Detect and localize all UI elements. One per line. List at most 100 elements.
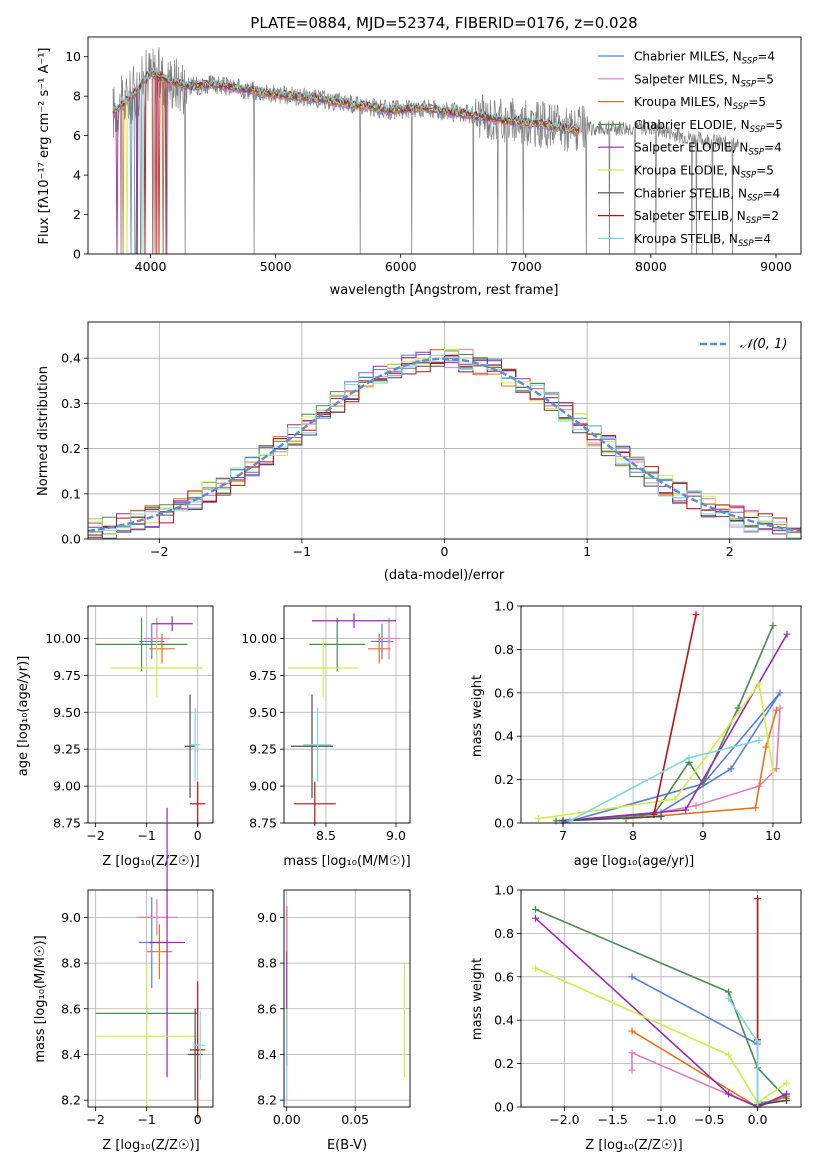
histogram-plot-area [87, 348, 802, 540]
mass-weight-point [531, 914, 539, 922]
x-tick-label: −1.0 [646, 1112, 676, 1127]
legend-label: Chabrier MILES, NSSP=4 [634, 50, 775, 67]
axes-frame [283, 889, 411, 1108]
mass-weight-point [628, 1066, 636, 1074]
mass-weight-series-line [569, 739, 760, 822]
normal-curve-line [87, 357, 802, 533]
histogram-y-label: Normed distribution [36, 366, 51, 496]
y-tick-label: 9.75 [53, 668, 81, 683]
y-tick-label: 10.00 [241, 631, 277, 646]
mass-weight-point [628, 1027, 636, 1035]
residual-histogram-step [88, 350, 801, 539]
x-tick-label: −2 [150, 544, 168, 559]
y-tick-label: 10.00 [45, 631, 81, 646]
x-tick-label: −2.0 [549, 1112, 579, 1127]
y-tick-label: 9.25 [249, 742, 277, 757]
y-tick-label: 8.6 [257, 1001, 277, 1016]
y-tick-label: 0.4 [494, 729, 514, 744]
mass-weight-series-line [727, 998, 759, 1107]
spectrum-x-label: wavelength [Angstrom, rest frame] [330, 283, 559, 298]
y-tick-label: 0.1 [61, 486, 81, 501]
y-tick-label: 2 [73, 207, 81, 222]
axes-frame [87, 605, 214, 824]
x-tick-label: 6000 [385, 259, 417, 274]
y-tick-label: 9.50 [249, 705, 277, 720]
y-tick-label: 8.2 [257, 1093, 277, 1108]
histogram-x-label: (data-model)/error [384, 568, 505, 583]
mass-weight-point [650, 810, 658, 818]
figure-title: PLATE=0884, MJD=52374, FIBERID=0176, z=0… [250, 14, 637, 32]
y-tick-label: 8.6 [61, 1001, 81, 1016]
mass-weight-series-line [562, 633, 788, 822]
y-tick-label: 6 [73, 128, 81, 143]
y-tick-label: 0.0 [494, 816, 514, 831]
mass-weight-series-line [538, 682, 774, 820]
normal-curve-legend-label: 𝒩(0, 1) [740, 337, 787, 352]
model-spectrum-line [112, 68, 580, 254]
mass-weight-series-line [535, 967, 787, 1104]
residual-histogram-panel: −2 −1 0 1 2 0.0 0.1 0.2 0.3 0.4 (data-model)/erro… [36, 321, 802, 583]
mass-weight-point [628, 973, 636, 981]
mass-weight-series-line [555, 625, 774, 822]
age-vs-metallicity-y-label: age [log₁₀(age/yr)] [16, 656, 31, 777]
age-vs-metallicity-panel: −2 −1 0 8.75 9.00 9.25 9.50 9.75 10.00 Z [log₁₀(… [16, 605, 214, 869]
mass-weight-point [783, 630, 791, 638]
mass-weight-point [531, 964, 539, 972]
y-tick-label: 9.0 [61, 910, 81, 925]
y-tick-label: 8 [73, 89, 81, 104]
age-vs-mass-x-label: mass [log₁₀(M/M☉)] [283, 854, 410, 869]
y-tick-label: 8.8 [61, 956, 81, 971]
legend-label: Chabrier ELODIE, NSSP=5 [634, 118, 783, 135]
mass-weight-point [692, 802, 700, 810]
mass-weight-point [769, 767, 777, 775]
x-tick-label: 8000 [635, 259, 667, 274]
mass-weight-point [725, 1051, 733, 1059]
mass-weight-point [783, 1079, 791, 1087]
mass-weight-series-line [562, 692, 781, 824]
y-tick-label: 0.8 [494, 926, 514, 941]
weight-vs-metallicity-y-label: mass weight [470, 958, 485, 1040]
legend-label: Salpeter ELODIE, NSSP=4 [634, 141, 782, 158]
y-tick-label: 8.2 [61, 1093, 81, 1108]
mass-weight-point [685, 754, 693, 762]
spectrum-panel: 4000 5000 6000 7000 8000 9000 0 2 4 6 8 10 waveleng… [37, 36, 802, 298]
y-tick-label: 0 [73, 247, 81, 262]
y-tick-label: 0.0 [494, 1100, 514, 1115]
mass-weight-point [783, 1090, 791, 1098]
y-tick-label: 9.0 [257, 910, 277, 925]
y-tick-label: 8.75 [249, 816, 277, 831]
mass-weight-series-line [535, 908, 788, 1099]
x-tick-label: 4000 [135, 259, 167, 274]
x-tick-label: 0.05 [341, 1112, 369, 1127]
mass-vs-ebv-x-label: E(B-V) [327, 1138, 367, 1153]
spectrum-axes-frame [87, 36, 802, 255]
x-tick-label: −1 [293, 544, 311, 559]
x-tick-label: 7 [559, 828, 567, 843]
y-tick-label: 0.0 [61, 532, 81, 547]
y-tick-label: 1.0 [494, 883, 514, 898]
histogram-ticks: −2 −1 0 1 2 0.0 0.1 0.2 0.3 0.4 [61, 351, 734, 559]
y-tick-label: 0.8 [494, 642, 514, 657]
legend-label: Kroupa ELODIE, NSSP=5 [634, 164, 774, 181]
legend-label: Salpeter MILES, NSSP=5 [634, 72, 774, 89]
weight-vs-age-x-label: age [log₁₀(age/yr)] [574, 854, 695, 869]
mass-weight-point [692, 611, 700, 619]
mass-weight-series-line [562, 815, 662, 822]
y-tick-label: 8.4 [61, 1047, 81, 1062]
mass-weight-point [769, 622, 777, 630]
y-tick-label: 10 [65, 49, 81, 64]
x-tick-label: 0 [441, 544, 449, 559]
mass-weight-series-line [534, 917, 787, 1108]
x-tick-label: 1 [583, 544, 591, 559]
spectrum-plot-area [112, 47, 739, 254]
weight-vs-metallicity-panel: −2.0 −1.5 −1.0 −0.5 0.0 0.0 0.2 0.4 0.6 0.8 1.0 Z … [470, 883, 802, 1153]
y-tick-label: 0.2 [494, 1056, 514, 1071]
mass-weight-series-line [757, 1099, 787, 1106]
mass-weight-point [776, 689, 784, 697]
mass-weight-point [535, 815, 542, 823]
y-tick-label: 9.50 [53, 705, 81, 720]
x-tick-label: 0 [194, 828, 202, 843]
x-tick-label: −1.5 [598, 1112, 628, 1127]
y-tick-label: 0.2 [61, 441, 81, 456]
